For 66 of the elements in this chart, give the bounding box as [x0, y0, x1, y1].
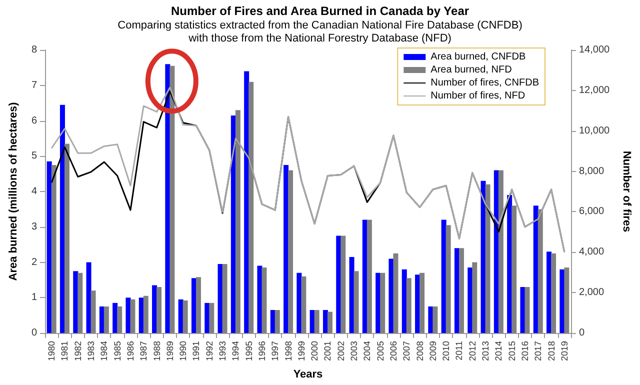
y-tick-label: 6 — [31, 115, 38, 126]
x-tick-label: 2017 — [533, 341, 544, 362]
y-tick-label: 1 — [31, 292, 38, 304]
x-tick-label: 1995 — [244, 341, 254, 362]
x-tick-label: 2012 — [467, 341, 478, 362]
x-tick-label: 1989 — [164, 341, 175, 362]
x-tick-label: 1982 — [72, 341, 83, 362]
x-tick-label: 1987 — [138, 341, 149, 362]
x-tick-label: 2002 — [336, 341, 346, 362]
x-axis-title: Years — [293, 368, 323, 380]
x-tick-label: 2009 — [428, 341, 438, 362]
y-tick-label: 2 — [31, 256, 38, 268]
y2-axis-title: Number of fires — [620, 150, 632, 232]
y-tick-label: 5 — [31, 150, 38, 162]
x-tick-label: 2007 — [402, 341, 412, 362]
x-tick-label: 1991 — [191, 341, 202, 362]
y-tick-label: 7 — [31, 80, 38, 91]
x-tick-label: 2006 — [388, 341, 398, 362]
legend-label: Number of fires, NFD — [430, 90, 526, 102]
y-tick-label: 8 — [31, 44, 38, 56]
chart-subtitle: Comparing statistics extracted from the Canadian National Fire Database (CNFDB) with those from the National Forestry Database (NFD) — [118, 20, 522, 44]
y2-tick-label: 14,000 — [579, 44, 610, 56]
x-tick-label: 2019 — [559, 341, 570, 362]
legend-label: Area burned, NFD — [430, 64, 512, 76]
x-tick-label: 2014 — [494, 341, 504, 362]
x-tick-label: 2013 — [480, 341, 491, 362]
x-tick-label: 1980 — [46, 341, 57, 362]
y-tick-label: 3 — [31, 221, 38, 232]
y2-tick-label: 10,000 — [579, 125, 610, 136]
x-tick-label: 2010 — [441, 341, 452, 362]
x-tick-label: 1999 — [296, 341, 306, 362]
y2-tick-label: 2,000 — [579, 287, 604, 298]
chart-title: Number of Fires and Area Burned in Canada by Year — [170, 4, 470, 18]
x-tick-label: 1997 — [270, 341, 280, 362]
x-tick-label: 2005 — [375, 341, 386, 362]
y2-tick-label: 6,000 — [579, 206, 604, 218]
y2-tick-label: 12,000 — [579, 84, 610, 96]
x-tick-label: 2018 — [546, 341, 556, 362]
y-axis-title: Area burned (millions of hectares) — [8, 102, 20, 281]
x-tick-label: 2001 — [322, 341, 333, 362]
x-tick-label: 2011 — [454, 341, 464, 360]
y2-tick-label: 8,000 — [579, 166, 604, 177]
x-tick-label: 1992 — [204, 341, 214, 362]
y2-tick-label: 0 — [579, 328, 585, 338]
legend-label: Number of fires, CNFDB — [430, 78, 540, 88]
x-tick-label: 2000 — [310, 341, 320, 362]
x-tick-label: 1981 — [60, 341, 70, 362]
x-tick-label: 2004 — [362, 341, 372, 362]
x-tick-label: 1994 — [230, 341, 241, 362]
x-tick-label: 1990 — [178, 341, 188, 362]
x-tick-label: 1998 — [283, 341, 294, 362]
x-tick-label: 2003 — [349, 341, 360, 362]
x-tick-label: 1983 — [86, 341, 96, 362]
x-tick-label: 2015 — [506, 341, 517, 362]
y-tick-label: 4 — [31, 186, 38, 197]
y-tick-label: 0 — [31, 328, 38, 338]
y2-tick-label: 4,000 — [579, 246, 604, 258]
x-tick-label: 1985 — [112, 341, 122, 362]
x-tick-label: 2008 — [414, 341, 425, 362]
x-tick-label: 1993 — [218, 341, 228, 362]
x-tick-label: 1986 — [125, 341, 136, 362]
x-tick-label: 1996 — [256, 341, 267, 362]
legend-label: Area burned, CNFDB — [430, 52, 526, 62]
x-tick-label: 2016 — [520, 341, 530, 362]
x-tick-label: 1988 — [152, 341, 162, 362]
x-tick-label: 1984 — [99, 341, 110, 362]
